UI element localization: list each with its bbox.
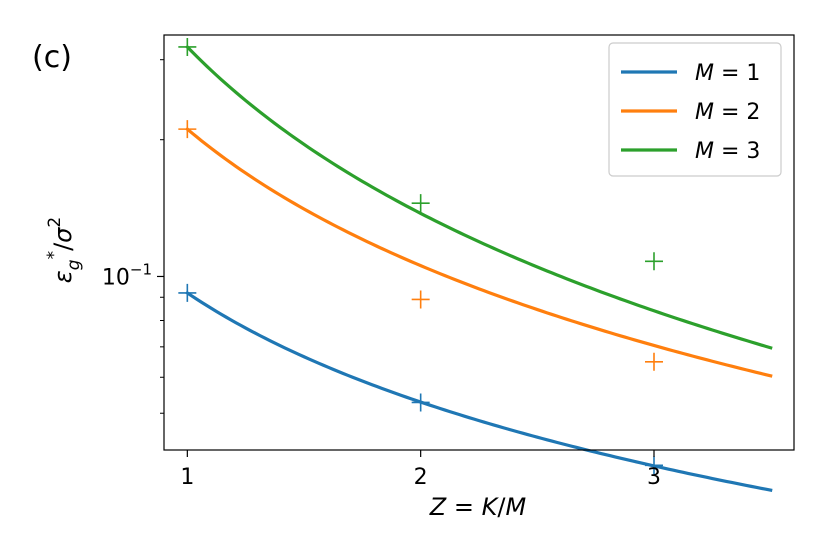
marker-m1-z1 bbox=[178, 283, 197, 302]
x-tick-label-3: 3 bbox=[647, 465, 661, 490]
series-line-m2 bbox=[185, 126, 773, 378]
series-line-m3 bbox=[185, 44, 773, 350]
plot-frame bbox=[163, 34, 795, 451]
x-tick-label-1: 1 bbox=[180, 465, 194, 490]
marker-m1-z3 bbox=[645, 456, 663, 475]
marker-m2-z3 bbox=[645, 352, 663, 371]
axes: 1 2 3 10−1 bbox=[102, 34, 795, 490]
legend-label-m2: M = 2 bbox=[695, 100, 760, 125]
legend-label-m1: M = 1 bbox=[695, 61, 760, 86]
marker-m2-z1 bbox=[178, 120, 197, 139]
y-axis-label: εg*/σ2 bbox=[44, 217, 84, 283]
legend: M = 1 M = 2 M = 3 bbox=[608, 42, 782, 177]
plot-area bbox=[178, 37, 773, 493]
marker-m2-z2 bbox=[411, 290, 430, 309]
x-tick-label-2: 2 bbox=[414, 465, 428, 490]
legend-label-m3: M = 3 bbox=[695, 139, 760, 164]
svg-text:εg*/σ2: εg*/σ2 bbox=[44, 217, 84, 283]
marker-m3-z3 bbox=[645, 252, 663, 271]
marker-m3-z2 bbox=[411, 194, 430, 213]
panel-label: (c) bbox=[32, 40, 72, 75]
marker-m1-z2 bbox=[411, 393, 430, 412]
legend-box bbox=[608, 42, 782, 177]
x-axis-label: Z = K/M bbox=[429, 493, 527, 521]
marker-m3-z1 bbox=[178, 37, 197, 56]
series-line-m1 bbox=[185, 290, 773, 493]
y-tick-label: 10−1 bbox=[102, 260, 152, 290]
